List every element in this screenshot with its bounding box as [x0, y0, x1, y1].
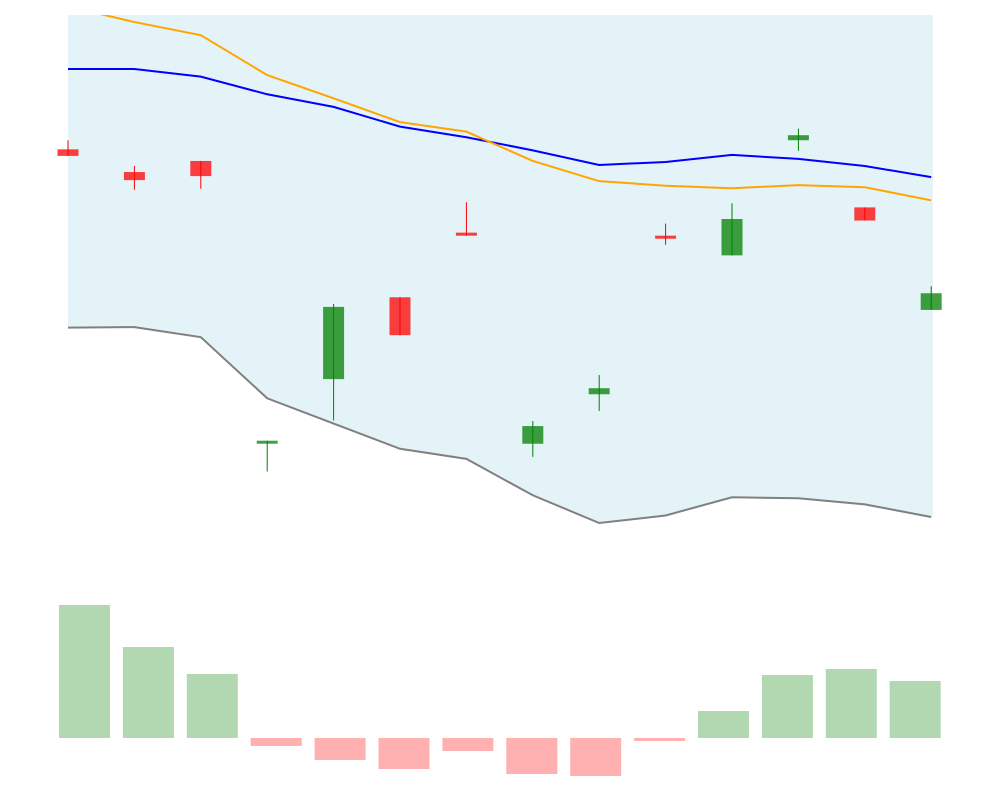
- candle-body: [323, 306, 345, 380]
- candle-body: [522, 426, 544, 444]
- line-series-1: [100, 15, 932, 202]
- candle-body: [455, 232, 477, 236]
- histogram-panel: [59, 605, 941, 776]
- histogram-bar: [378, 738, 430, 769]
- histogram-bar: [506, 738, 558, 774]
- histogram-bar: [761, 675, 813, 738]
- candle-body: [920, 293, 942, 310]
- candle-body: [721, 219, 743, 256]
- candle-body: [389, 297, 411, 336]
- histogram-bar: [122, 647, 174, 738]
- candle-body: [787, 135, 809, 141]
- histogram-bar: [698, 711, 749, 738]
- histogram-bar: [250, 738, 302, 746]
- price-panel: [57, 15, 942, 525]
- histogram-bar: [314, 738, 366, 760]
- histogram-bar: [889, 681, 941, 738]
- histogram-bar: [634, 738, 686, 741]
- histogram-bar: [186, 674, 238, 738]
- histogram-bar: [442, 738, 494, 751]
- histogram-bar: [570, 738, 622, 776]
- candle-body: [588, 388, 610, 395]
- line-series-0: [68, 68, 932, 179]
- candle-body: [256, 440, 278, 444]
- candle-body: [655, 235, 677, 239]
- candle-body: [190, 160, 212, 177]
- histogram-bar: [59, 605, 110, 738]
- candle-body: [854, 207, 876, 221]
- histogram-bar: [825, 669, 877, 738]
- line-series-2: [68, 326, 932, 525]
- band-fill: [68, 15, 932, 524]
- candle-body: [123, 172, 145, 181]
- candle-body: [57, 149, 79, 156]
